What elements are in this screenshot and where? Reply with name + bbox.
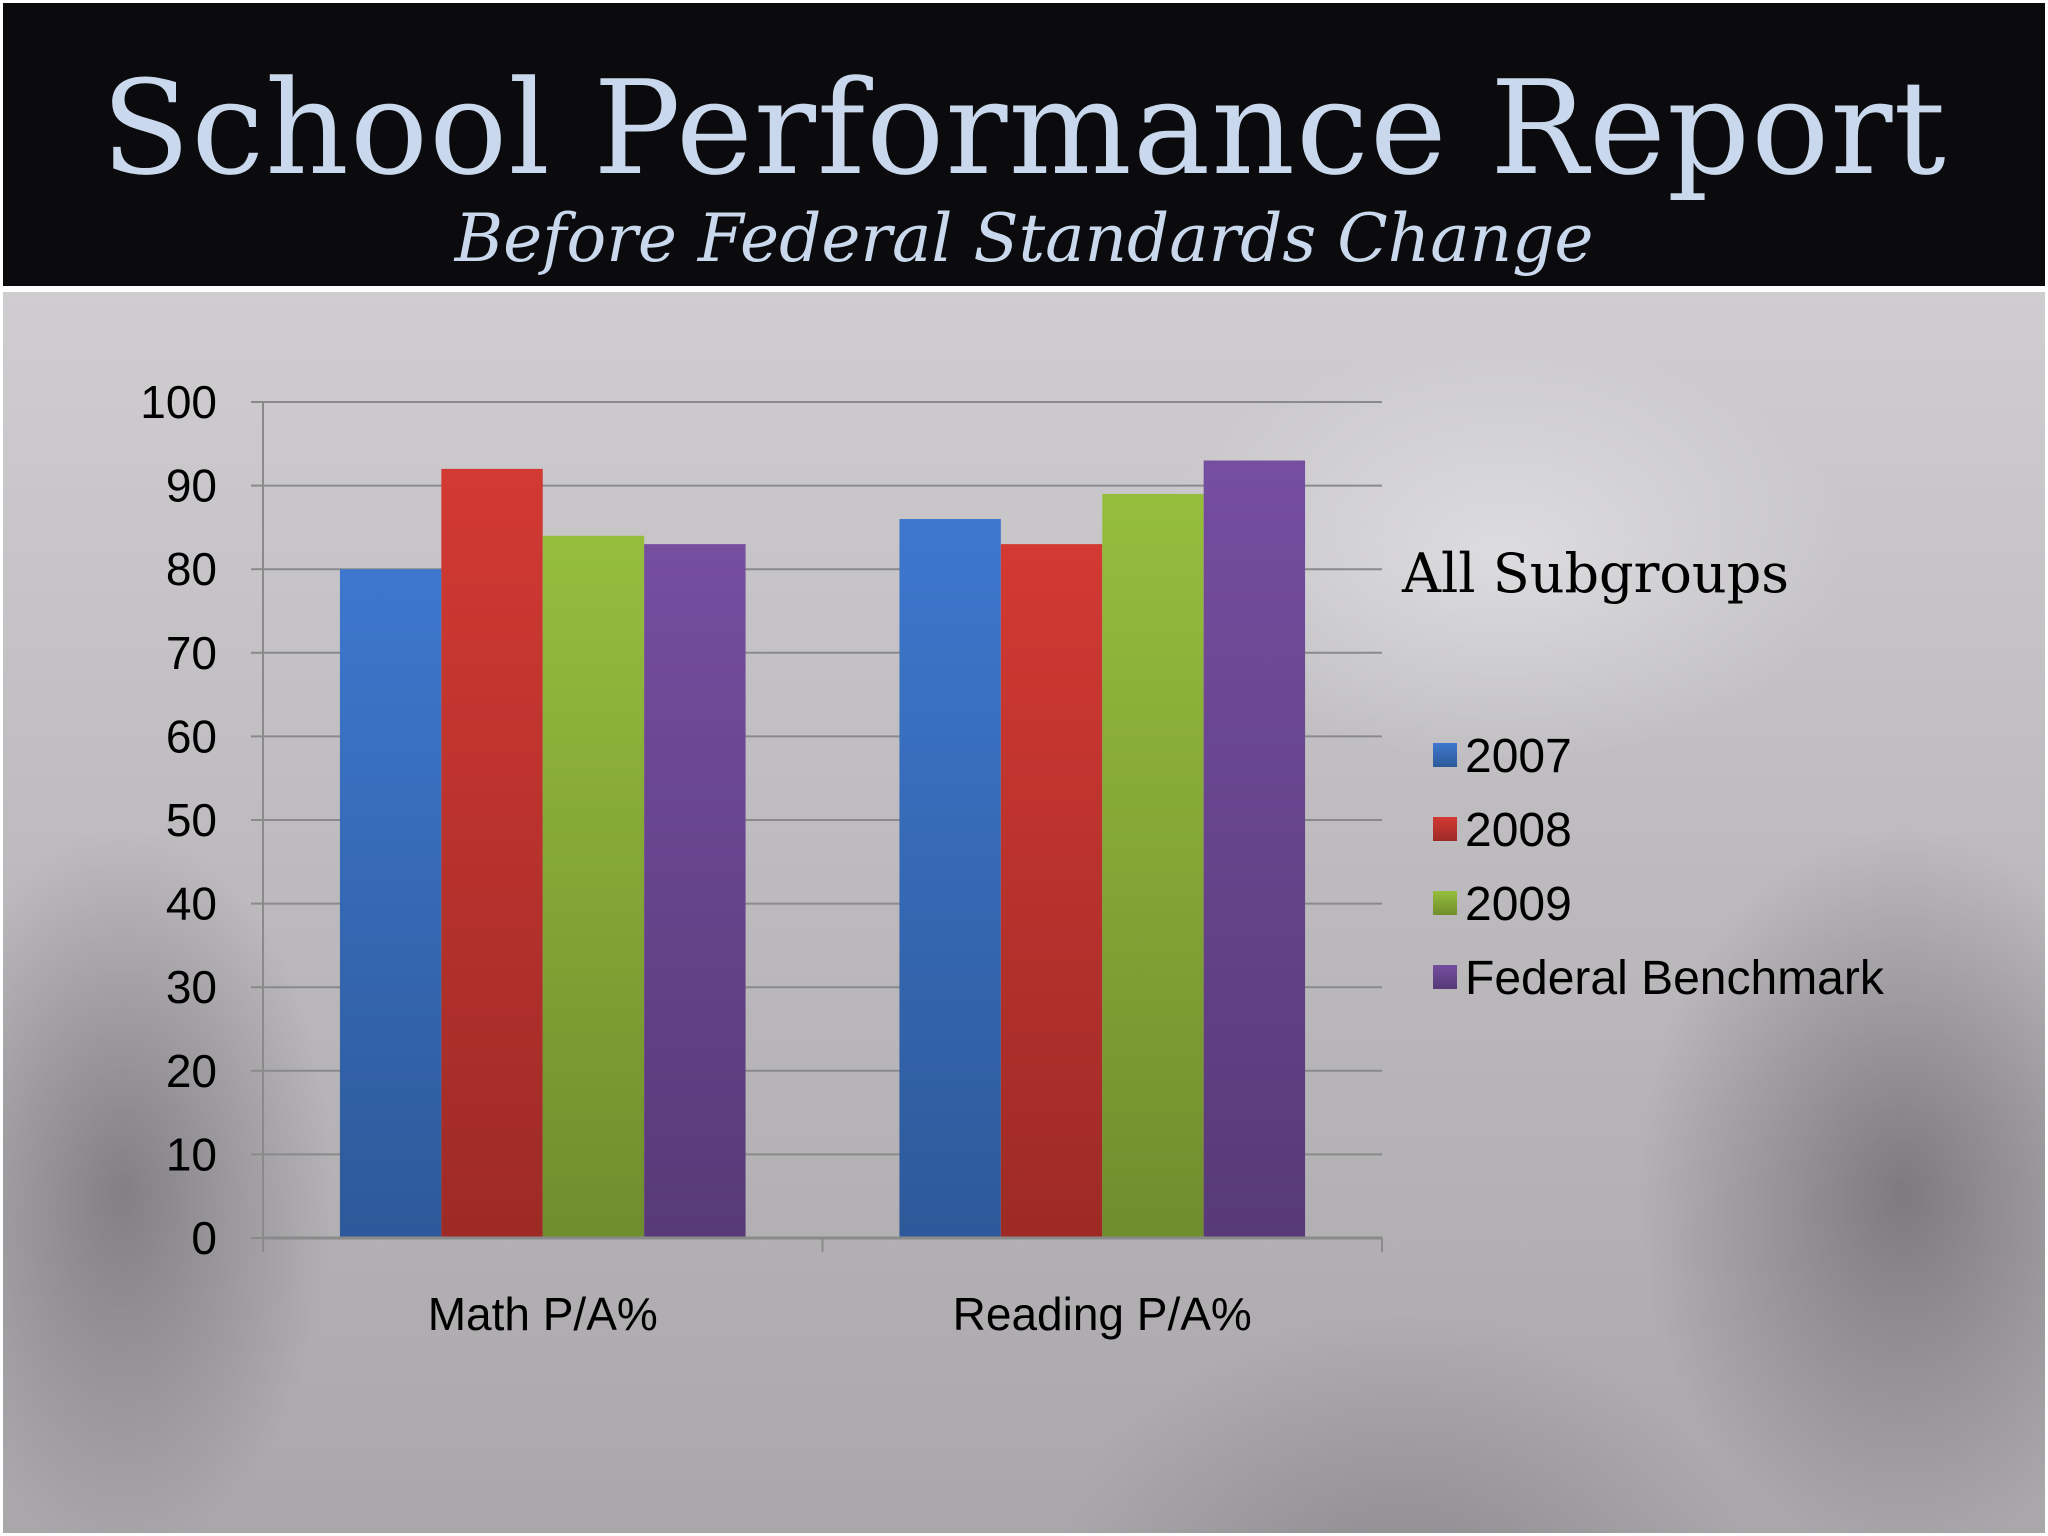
x-category-label: Reading P/A% <box>953 1288 1252 1340</box>
x-axis-category-labels: Math P/A% Reading P/A% <box>428 1288 1252 1340</box>
page-subtitle: Before Federal Standards Change <box>454 200 1594 277</box>
y-tick-label: 20 <box>166 1045 217 1097</box>
bar-federal-benchmark-1 <box>644 544 746 1238</box>
bar-federal-benchmark-2 <box>1203 460 1306 1238</box>
legend-swatch <box>1433 965 1457 989</box>
title-banner: School Performance Report Before Federal… <box>3 3 2045 286</box>
y-tick-label: 70 <box>166 627 217 679</box>
legend-label: 2009 <box>1465 878 1572 931</box>
legend-swatch <box>1433 817 1457 841</box>
y-tick-label: 60 <box>166 710 217 762</box>
legend-label: 2007 <box>1465 730 1572 783</box>
bars <box>339 460 1306 1239</box>
bar-2009-1 <box>542 535 645 1238</box>
legend-swatch <box>1433 891 1457 915</box>
legend-label: 2008 <box>1465 804 1572 857</box>
bar-2008-1 <box>441 468 543 1238</box>
legend-label: Federal Benchmark <box>1465 952 1885 1005</box>
y-tick-label: 40 <box>166 878 217 930</box>
bar-2008-2 <box>1000 544 1103 1238</box>
bar-2009-2 <box>1102 493 1204 1239</box>
legend-swatch <box>1433 743 1457 767</box>
y-tick-label: 0 <box>191 1212 217 1264</box>
y-tick-label: 80 <box>166 543 217 595</box>
x-category-label: Math P/A% <box>428 1288 658 1340</box>
page-title: School Performance Report <box>101 52 1947 204</box>
bar-2007-2 <box>899 519 1001 1238</box>
bar-2007-1 <box>339 569 442 1238</box>
y-tick-label: 10 <box>166 1128 217 1180</box>
legend-title: All Subgroups <box>1401 542 1789 605</box>
y-tick-label: 30 <box>166 961 217 1013</box>
y-tick-label: 100 <box>140 376 217 428</box>
axes <box>262 402 1383 1252</box>
y-tick-label: 90 <box>166 460 217 512</box>
legend: All Subgroups 2007 2008 2009 Federal Benchm… <box>1401 542 1885 1005</box>
y-axis-tick-labels: 0 10 20 30 40 50 60 70 80 90 100 <box>140 376 217 1264</box>
y-tick-label: 50 <box>166 794 217 846</box>
